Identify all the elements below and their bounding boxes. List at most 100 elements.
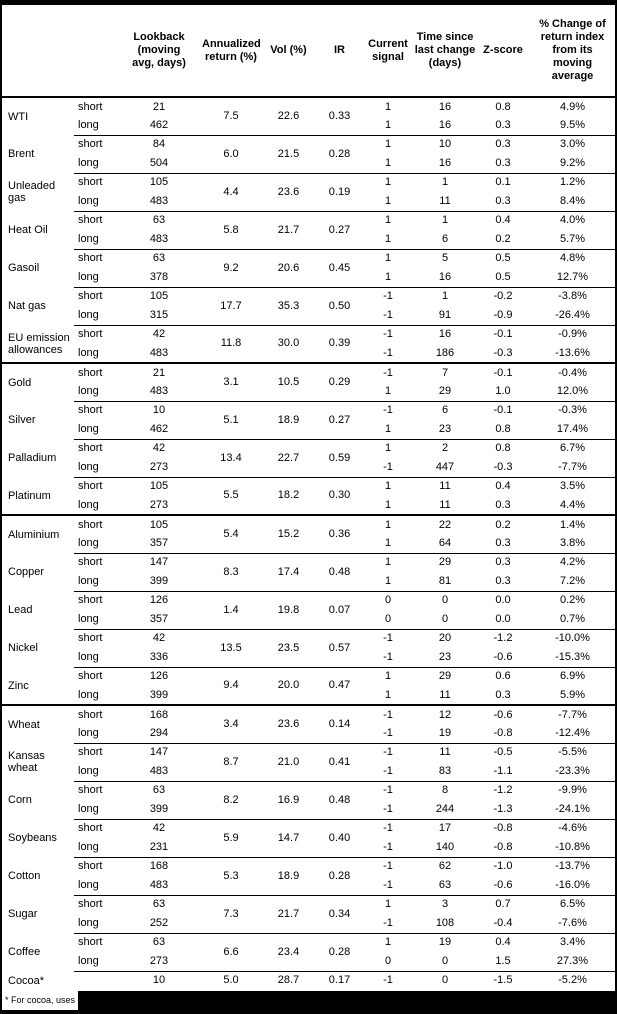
lookback-cell: 84 [116,134,202,154]
commodity-row: long 483 -1 83 -1.1 -23.3% [2,762,615,781]
pct-change-cell: 1.4% [530,514,615,534]
leg-cell [74,970,116,990]
leg-cell: long [78,460,99,473]
ir-cell: 0.28 [317,932,362,971]
zscore-cell: -0.3 [493,346,513,359]
time-since-change-cell: 7 [414,362,476,382]
pct-change-cell: -5.2% [530,970,615,990]
leg-cell: short [74,856,116,876]
current-signal-cell: 1 [362,894,414,914]
leg-cell: short [74,172,116,192]
annualized-return-cell: 3.4 [202,704,260,743]
zscore-cell: -0.2 [476,286,530,306]
commodity-row: Nickel short 42 13.5 23.5 0.57 -1 20 -1.2 -10.0% [2,628,615,667]
ir-cell: 0.57 [317,628,362,667]
ir-cell: 0.36 [317,514,362,553]
commodity-name-cell: Gasoil [8,262,40,274]
pct-change-cell: 6.9% [530,666,615,686]
ir-cell: 0.28 [317,856,362,895]
current-signal-cell: 0 [384,954,392,967]
leg-cell: long [78,308,99,321]
annualized-return-cell: 5.4 [202,514,260,553]
pct-change-cell: -15.3% [555,650,590,663]
current-signal-cell: 1 [384,270,392,283]
zscore-cell: -0.6 [493,650,513,663]
time-since-change-cell: 29 [414,552,476,572]
zscore-cell: -0.6 [476,704,530,724]
current-signal-cell: -1 [383,840,393,853]
leg-cell: long [78,536,99,549]
commodity-row: Cocoa* 10 5.0 28.7 0.17 -1 0 -1.5 -5.2% [2,970,615,990]
lookback-cell: 63 [116,780,202,800]
commodity-name-cell: Soybeans [8,832,57,844]
commodity-name-cell: Gold [2,362,74,401]
time-since-change-cell: 19 [414,932,476,952]
vol-cell: 15.2 [260,514,317,553]
lookback-cell: 105 [116,286,202,306]
current-signal-cell: 1 [362,552,414,572]
leg-cell: long [78,688,99,701]
pct-change-cell: 4.9% [530,96,615,116]
zscore-cell: 0.3 [476,134,530,154]
lookback-cell: 105 [116,476,202,496]
commodity-name-cell: Zinc [8,679,29,692]
ir-cell: 0.27 [317,210,362,249]
lookback-cell: 504 [149,156,169,169]
ir-cell: 0.19 [317,172,362,211]
zscore-cell: 0.2 [476,514,530,534]
current-signal-cell: -1 [362,324,414,344]
ir-cell: 0.47 [317,666,362,705]
ir-cell: 0.17 [317,970,362,990]
zscore-cell: 0.3 [495,498,511,511]
commodity-row: EU emission allowances short 42 11.8 30.0 0.3… [2,324,615,363]
annualized-return-cell: 3.1 [202,362,260,401]
time-since-change-cell: 2 [414,438,476,458]
leg-cell: long [78,270,99,283]
current-signal-cell: 0 [384,612,392,625]
leg-cell: long [78,840,99,853]
header-pct-change: % Change of return index from its moving… [530,5,615,98]
zscore-cell: 0.6 [476,666,530,686]
lookback-cell: 462 [149,422,169,435]
commodity-name-cell: Cotton [8,870,41,882]
vol-cell: 18.9 [260,400,317,439]
time-since-change-cell: 244 [435,802,455,815]
lookback-cell: 483 [149,194,169,207]
annualized-return-cell: 11.8 [202,324,260,363]
leg-cell: short [74,248,116,268]
current-signal-cell: 1 [384,156,392,169]
commodity-row: Brent short 84 6.0 21.5 0.28 1 10 0.3 3.0% [2,134,615,173]
annualized-return-cell: 6.0 [202,134,260,173]
lookback-cell: 168 [116,704,202,724]
current-signal-cell: -1 [383,650,393,663]
time-since-change-cell: 1 [414,286,476,306]
pct-change-cell: -0.4% [530,362,615,382]
lookback-cell: 273 [149,954,169,967]
commodity-name-cell: Brent [8,148,35,160]
time-since-change-cell: 186 [435,346,455,359]
vol-cell: 30.0 [260,324,317,363]
commodity-row: long 315 -1 91 -0.9 -26.4% [2,306,615,325]
pct-change-cell: -9.9% [530,780,615,800]
time-since-change-cell: 0 [441,612,449,625]
zscore-cell: 0.3 [495,194,511,207]
commodity-row: Coffee short 63 6.6 23.4 0.28 1 19 0.4 3.4% [2,932,615,971]
pct-change-cell: 5.9% [559,688,586,701]
time-since-change-cell: 83 [438,764,452,777]
time-since-change-cell: 62 [414,856,476,876]
pct-change-cell: 9.5% [559,118,586,131]
commodity-row: long 357 0 0 0.0 0.7% [2,610,615,629]
leg-cell: long [78,726,99,739]
time-since-change-cell: 23 [438,650,452,663]
zscore-cell: -0.8 [476,818,530,838]
ir-cell: 0.33 [317,96,362,135]
time-since-change-cell: 16 [438,156,452,169]
annualized-return-cell: 6.6 [202,932,260,971]
current-signal-cell: -1 [362,856,414,876]
commodity-row: Corn short 63 8.2 16.9 0.48 -1 8 -1.2 -9.9% [2,780,615,819]
annualized-return-cell: 9.4 [202,666,260,705]
current-signal-cell: -1 [362,286,414,306]
lookback-cell: 63 [116,894,202,914]
current-signal-cell: -1 [362,400,414,420]
commodity-row: long 399 1 81 0.3 7.2% [2,572,615,591]
